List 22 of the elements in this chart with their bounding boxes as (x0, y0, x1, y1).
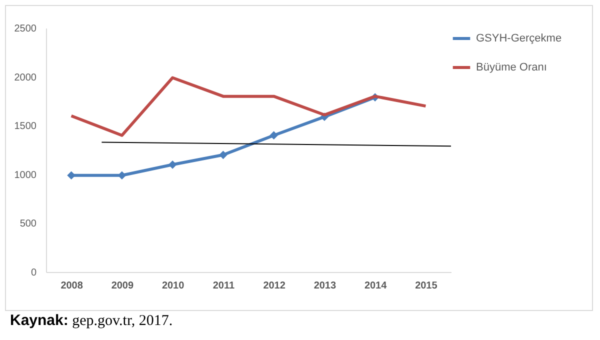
y-tick-label: 1000 (14, 170, 37, 181)
y-tick-label: 2500 (14, 24, 37, 34)
legend-label: Büyüme Oranı (476, 62, 547, 74)
y-tick-label: 500 (20, 218, 37, 230)
point (67, 171, 76, 180)
line-series (70, 76, 428, 137)
x-tick-label: 2010 (162, 280, 185, 292)
x-tick-label: 2015 (415, 280, 438, 292)
point (270, 131, 278, 140)
legend-label: GSYH-Gerçekme (476, 32, 562, 44)
point (168, 160, 177, 169)
x-tick-label: 2008 (60, 280, 84, 292)
text: Kaynak: gep.gov.tr, 2017. (10, 312, 173, 330)
point (219, 150, 228, 160)
y-tick-label: 0 (30, 268, 37, 278)
x-tick-label: 2012 (263, 280, 286, 292)
x-tick-label: 2013 (314, 280, 336, 292)
x-tick-label: 2009 (111, 280, 134, 292)
x-tick-label: 2011 (212, 280, 235, 292)
x-tick-label: 2014 (364, 280, 388, 292)
y-tick-label: 1500 (14, 121, 37, 132)
y-tick-label: 2000 (14, 72, 37, 84)
